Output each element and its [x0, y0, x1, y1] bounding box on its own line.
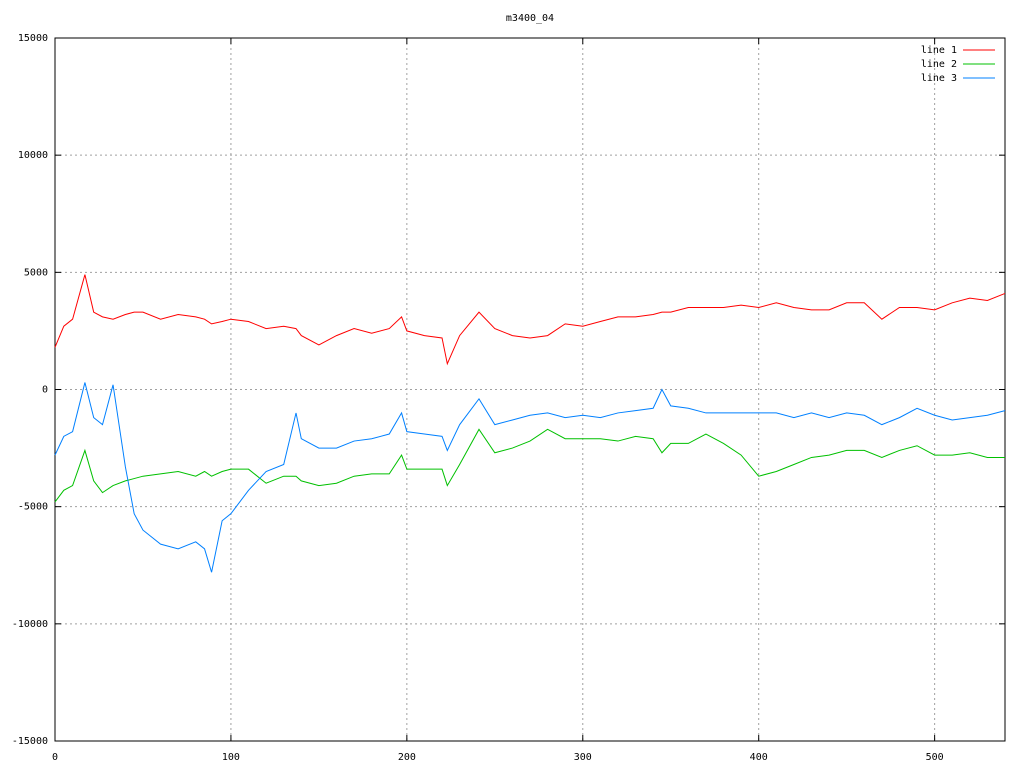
y-tick-label: 10000 [18, 150, 48, 161]
plot-frame [54, 37, 1006, 742]
data-line [54, 428, 1005, 503]
x-tick-label: 500 [926, 752, 944, 763]
y-tick-label: 15000 [18, 33, 48, 44]
y-tick-label: -10000 [12, 619, 48, 630]
x-tick-label: 400 [750, 752, 768, 763]
chart-title: m3400_04 [506, 13, 554, 24]
legend-label: line 2 [921, 59, 957, 70]
x-tick-label: 0 [52, 752, 58, 763]
data-line [54, 382, 1006, 573]
y-tick-label: -15000 [12, 736, 48, 747]
legend-label: line 1 [921, 45, 957, 56]
legend-label: line 3 [921, 73, 957, 84]
x-tick-label: 200 [398, 752, 416, 763]
y-tick-label: -5000 [18, 502, 48, 513]
data-line [54, 274, 1006, 366]
x-tick-label: 300 [574, 752, 592, 763]
y-tick-label: 0 [42, 385, 48, 396]
y-tick-label: 5000 [24, 267, 48, 278]
x-tick-label: 100 [222, 752, 240, 763]
